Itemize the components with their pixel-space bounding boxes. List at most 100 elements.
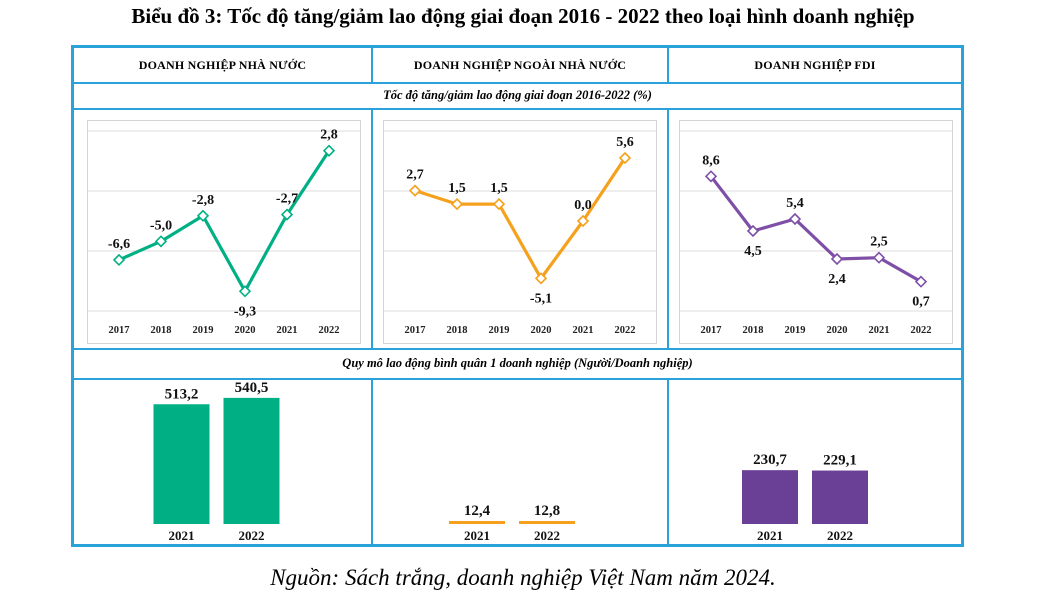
- x-tick-label: 2017: [109, 325, 130, 336]
- bar-value-label: 12,8: [534, 503, 560, 519]
- x-tick-label: 2021: [277, 325, 298, 336]
- line-chart-state: -6,6 -5,0 -2,8 -9,3 -2,7 2,8 2017 2018 2019 2020 2…: [88, 128, 360, 336]
- bar-section-title: Quy mô lao động bình quân 1 doanh nghiệp…: [342, 356, 693, 370]
- data-label: 1,5: [448, 181, 466, 196]
- bar: [742, 470, 798, 524]
- x-tick-label: 2019: [193, 325, 214, 336]
- data-point: [196, 209, 210, 222]
- x-tick-label: 2022: [615, 325, 636, 336]
- line-chart-non-state: 2,7 1,5 1,5 -5,1 0,0 5,6 2017 2018 2019 2020 2021 2…: [384, 130, 656, 336]
- x-tick-label: 2020: [235, 325, 256, 336]
- x-tick-label: 2021: [169, 528, 195, 543]
- bar-chart-state: 513,2 2021 540,5 2022: [153, 380, 280, 543]
- data-label: -5,0: [150, 218, 172, 233]
- divider-line-subtitle: [74, 108, 961, 110]
- data-label: -5,1: [530, 291, 552, 306]
- data-label: 0,0: [574, 198, 592, 213]
- divider-bar-subtitle: [74, 378, 961, 380]
- data-point: [534, 272, 548, 285]
- line-plot-state: -6,6 -5,0 -2,8 -9,3 -2,7 2,8 2017 2018 2019 2020 2…: [87, 120, 361, 344]
- divider-col-1: [371, 48, 373, 82]
- data-point: [704, 170, 718, 183]
- data-point: [492, 197, 506, 211]
- x-tick-label: 2019: [489, 325, 510, 336]
- bar: [223, 397, 280, 524]
- data-label: 2,4: [828, 272, 846, 287]
- data-point: [788, 212, 802, 226]
- x-tick-label: 2017: [701, 325, 722, 336]
- data-point: [322, 144, 336, 157]
- data-point: [576, 214, 590, 228]
- bar-value-label: 12,4: [464, 503, 491, 519]
- bar: [153, 404, 210, 524]
- data-label: 2,5: [870, 235, 888, 250]
- bar: [812, 470, 868, 524]
- divider-col-2: [667, 48, 669, 82]
- data-label: 0,7: [912, 295, 930, 310]
- x-tick-label: 2021: [869, 325, 890, 336]
- bar-value-label: 229,1: [823, 453, 857, 469]
- line-section-title: Tốc độ tăng/giảm lao động giai đoạn 2016…: [383, 88, 652, 102]
- data-label: -2,8: [192, 193, 214, 208]
- data-label: -6,6: [108, 237, 130, 252]
- x-tick-label: 2022: [827, 528, 853, 543]
- line-plot-non-state: 2,7 1,5 1,5 -5,1 0,0 5,6 2017 2018 2019 2020 2021 2…: [383, 120, 657, 344]
- data-point: [450, 197, 464, 211]
- data-point: [746, 224, 760, 238]
- data-label: 2,7: [406, 168, 424, 183]
- data-label: 1,5: [490, 181, 508, 196]
- panel-header-state: DOANH NGHIỆP NHÀ NƯỚC: [138, 58, 307, 72]
- data-label: 4,5: [744, 244, 762, 259]
- source-note: Nguồn: Sách trắng, doanh nghiệp Việt Nam…: [270, 565, 776, 590]
- series-line: [709, 175, 922, 284]
- bar-value-label: 513,2: [165, 386, 199, 402]
- x-tick-label: 2020: [827, 325, 848, 336]
- data-label: -2,7: [276, 192, 298, 207]
- series-line: [118, 149, 331, 293]
- data-point: [238, 285, 252, 298]
- data-label: 5,6: [616, 135, 634, 150]
- line-plot-fdi: 8,6 4,5 5,4 2,4 2,5 0,7 2017 2018 2019 2020 2021 20…: [679, 120, 953, 344]
- divider-col-1-bars: [371, 378, 373, 544]
- divider-col-1-lines: [371, 108, 373, 348]
- series-line: [414, 157, 627, 280]
- line-chart-fdi: 8,6 4,5 5,4 2,4 2,5 0,7 2017 2018 2019 2020 2021 20…: [680, 130, 952, 336]
- x-tick-label: 2022: [239, 528, 265, 543]
- bar-value-label: 540,5: [235, 380, 269, 396]
- bar-value-label: 230,7: [753, 452, 787, 468]
- bar: [449, 521, 505, 524]
- data-point: [872, 251, 886, 264]
- data-point: [914, 275, 928, 288]
- bar-chart-non-state: 12,4 2021 12,8 2022: [449, 503, 575, 543]
- x-tick-label: 2022: [911, 325, 932, 336]
- x-tick-label: 2022: [319, 325, 340, 336]
- divider-middle: [74, 348, 961, 350]
- data-point: [112, 253, 126, 267]
- data-point: [618, 151, 632, 165]
- x-tick-label: 2017: [405, 325, 426, 336]
- x-tick-label: 2021: [573, 325, 594, 336]
- chart-title: Biểu đồ 3: Tốc độ tăng/giảm lao động gia…: [131, 4, 915, 28]
- data-label: 5,4: [786, 196, 804, 211]
- x-tick-label: 2018: [151, 325, 172, 336]
- divider-col-2-lines: [667, 108, 669, 348]
- panel-header-fdi: DOANH NGHIỆP FDI: [754, 58, 876, 72]
- x-tick-label: 2019: [785, 325, 806, 336]
- x-tick-label: 2020: [531, 325, 552, 336]
- x-tick-label: 2018: [447, 325, 468, 336]
- divider-col-2-bars: [667, 378, 669, 544]
- chart-frame: DOANH NGHIỆP NHÀ NƯỚC DOANH NGHIỆP NGOÀI…: [71, 45, 964, 547]
- divider-header: [74, 82, 961, 84]
- panel-header-non-state: DOANH NGHIỆP NGOÀI NHÀ NƯỚC: [413, 58, 627, 72]
- bar: [519, 521, 575, 524]
- data-point: [154, 235, 168, 248]
- data-point: [408, 184, 422, 197]
- data-point: [280, 208, 294, 221]
- x-tick-label: 2018: [743, 325, 764, 336]
- data-label: -9,3: [234, 304, 256, 319]
- x-tick-label: 2021: [757, 528, 783, 543]
- x-tick-label: 2022: [534, 528, 560, 543]
- data-label: 2,8: [320, 128, 338, 143]
- data-point: [830, 252, 844, 266]
- data-label: 8,6: [702, 153, 720, 168]
